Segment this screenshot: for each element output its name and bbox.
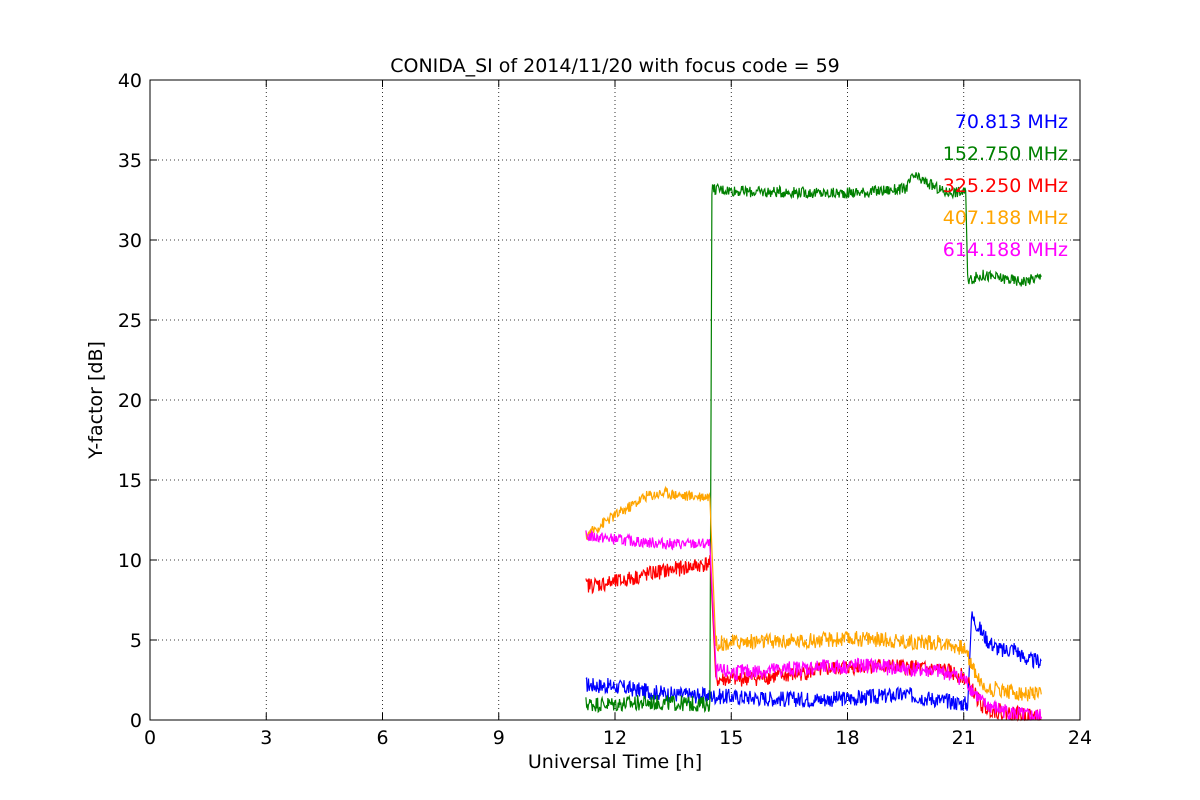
legend-entry: 325.250 MHz [943, 175, 1068, 197]
y-tick-label: 30 [118, 230, 142, 252]
y-tick-label: 10 [118, 550, 142, 572]
legend-entry: 70.813 MHz [955, 111, 1068, 133]
legend-entry: 407.188 MHz [943, 207, 1068, 229]
y-tick-label: 15 [118, 470, 142, 492]
x-tick-label: 3 [260, 727, 272, 749]
chart-title: CONIDA_SI of 2014/11/20 with focus code … [390, 55, 840, 77]
x-tick-label: 21 [952, 727, 976, 749]
series-line-1 [585, 171, 1042, 714]
x-axis-title: Universal Time [h] [528, 751, 702, 773]
series-line-0 [585, 611, 1042, 712]
x-tick-label: 9 [493, 727, 505, 749]
y-tick-label: 25 [118, 310, 142, 332]
y-axis-title: Y-factor [dB] [85, 341, 107, 460]
series-layer [585, 171, 1042, 722]
x-tick-label: 18 [835, 727, 859, 749]
y-tick-label: 40 [118, 70, 142, 92]
x-tick-label: 0 [144, 727, 156, 749]
legend-entry: 614.188 MHz [943, 239, 1068, 261]
legend: 70.813 MHz 152.750 MHz 325.250 MHz 407.188 … [943, 111, 1068, 261]
x-tick-label: 15 [719, 727, 743, 749]
series-line-3 [585, 485, 1042, 702]
x-tick-label: 24 [1068, 727, 1092, 749]
x-tick-label: 12 [603, 727, 627, 749]
ticks: 0 3 6 9 12 15 18 21 24 0 5 10 15 20 25 30 35 40 [118, 70, 1092, 749]
y-tick-label: 5 [130, 630, 142, 652]
legend-entry: 152.750 MHz [943, 143, 1068, 165]
series-line-4 [585, 529, 1042, 721]
x-tick-label: 6 [376, 727, 388, 749]
y-tick-label: 35 [118, 150, 142, 172]
y-tick-label: 0 [130, 710, 142, 732]
y-tick-label: 20 [118, 390, 142, 412]
